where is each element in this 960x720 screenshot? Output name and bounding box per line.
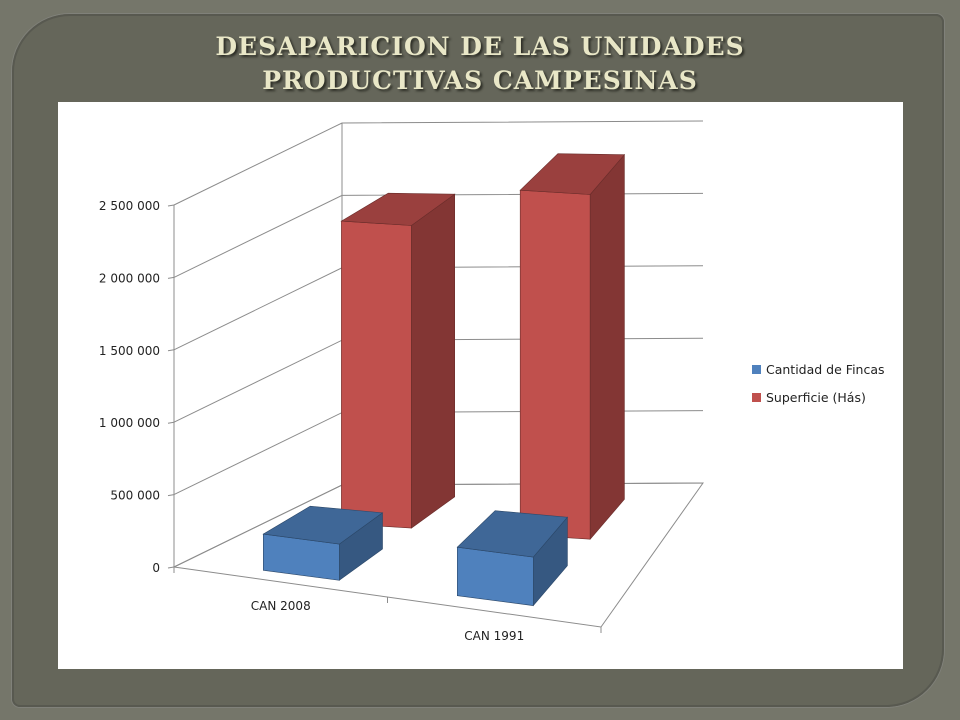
y-tick-mark <box>167 349 175 352</box>
y-tick-mark <box>167 494 175 497</box>
bar-front <box>519 189 591 540</box>
legend-label: Superficie (Hás) <box>766 390 866 405</box>
y-tick-mark <box>167 421 175 424</box>
slide-title-line-2: PRODUCTIVAS CAMPESINAS <box>262 66 698 95</box>
legend-swatch <box>752 365 761 374</box>
bar <box>340 192 456 529</box>
legend-swatch <box>752 393 761 402</box>
bar-side <box>589 153 625 541</box>
x-tick-label: CAN 2008 <box>251 599 311 613</box>
y-tick-label: 2 000 000 <box>99 271 160 285</box>
bar-top <box>340 192 456 226</box>
y-tick-label: 2 500 000 <box>99 199 160 213</box>
bar <box>456 510 569 607</box>
legend-label: Cantidad de Fincas <box>766 362 885 377</box>
y-tick-mark <box>167 204 175 207</box>
gridline <box>173 120 704 206</box>
y-tick-mark <box>167 566 175 569</box>
bar-chart: 0 500 000 1 000 000 1 500 000 2 000 000 2 500… <box>99 120 885 643</box>
bar-side <box>411 193 456 529</box>
bar-top <box>262 505 384 545</box>
bar-front <box>341 220 412 529</box>
bar <box>519 153 626 541</box>
y-tick-label: 1 500 000 <box>99 344 160 358</box>
chart-panel: 0 500 000 1 000 000 1 500 000 2 000 000 2 500… <box>58 102 903 669</box>
y-tick-label: 1 000 000 <box>99 416 160 430</box>
bar-top <box>456 510 569 558</box>
slide-title: DESAPARICION DE LAS UNIDADES PRODUCTIVAS… <box>60 30 900 98</box>
bar <box>262 505 384 581</box>
slide-title-line-1: DESAPARICION DE LAS UNIDADES <box>215 32 745 61</box>
y-tick-mark <box>167 276 175 279</box>
y-tick-label: 500 000 <box>110 489 160 503</box>
bar-top <box>519 153 626 195</box>
x-tick-label: CAN 1991 <box>464 629 524 643</box>
y-tick-label: 0 <box>152 561 160 575</box>
bar-front <box>456 546 534 606</box>
